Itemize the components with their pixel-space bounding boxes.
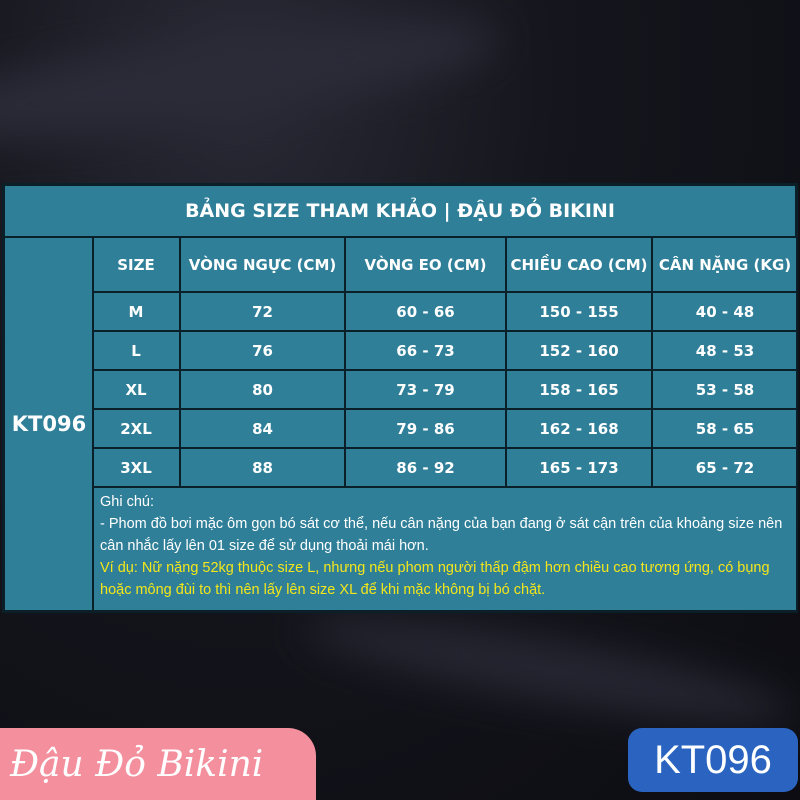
table-cell: 162 - 168	[506, 409, 652, 448]
table-cell: 84	[180, 409, 345, 448]
table-cell: 3XL	[92, 448, 180, 487]
product-badge: KT096	[628, 728, 798, 792]
table-cell: 60 - 66	[345, 292, 506, 331]
table-cell: XL	[92, 370, 180, 409]
table-cell: 158 - 165	[506, 370, 652, 409]
column-header: SIZE	[92, 237, 180, 292]
table-cell: 72	[180, 292, 345, 331]
table-cell: 48 - 53	[652, 331, 798, 370]
table-cell: 79 - 86	[345, 409, 506, 448]
notes-example: Ví dụ: Nữ nặng 52kg thuộc size L, nhưng …	[100, 560, 770, 598]
notes-border	[92, 487, 798, 611]
column-header: CÂN NẶNG (KG)	[652, 237, 798, 292]
table-cell: L	[92, 331, 180, 370]
table-cell: 53 - 58	[652, 370, 798, 409]
column-header: CHIỀU CAO (CM)	[506, 237, 652, 292]
table-cell: 66 - 73	[345, 331, 506, 370]
table-cell: 73 - 79	[345, 370, 506, 409]
notes: Ghi chú: - Phom đồ bơi mặc ôm gọn bó sát…	[94, 487, 798, 613]
notes-label: Ghi chú:	[100, 494, 154, 510]
table-cell: 86 - 92	[345, 448, 506, 487]
table-cell: 165 - 173	[506, 448, 652, 487]
table-cell: 80	[180, 370, 345, 409]
table-cell: 58 - 65	[652, 409, 798, 448]
table-cell: 76	[180, 331, 345, 370]
notes-line: - Phom đồ bơi mặc ôm gọn bó sát cơ thể, …	[100, 516, 783, 554]
table-title: BẢNG SIZE THAM KHẢO | ĐẬU ĐỎ BIKINI	[4, 185, 796, 237]
table-cell: 88	[180, 448, 345, 487]
table-cell: 152 - 160	[506, 331, 652, 370]
size-table: BẢNG SIZE THAM KHẢO | ĐẬU ĐỎ BIKINI KT09…	[2, 183, 798, 613]
table-cell: 40 - 48	[652, 292, 798, 331]
fabric-fold	[298, 597, 800, 743]
table-cell: M	[92, 292, 180, 331]
table-cell: 2XL	[92, 409, 180, 448]
column-header: VÒNG NGỰC (CM)	[180, 237, 345, 292]
product-code: KT096	[4, 237, 94, 611]
column-header: VÒNG EO (CM)	[345, 237, 506, 292]
brand-logo: Đậu Đỏ Bikini	[0, 728, 316, 800]
fabric-fold	[0, 0, 503, 162]
table-cell: 150 - 155	[506, 292, 652, 331]
table-cell: 65 - 72	[652, 448, 798, 487]
